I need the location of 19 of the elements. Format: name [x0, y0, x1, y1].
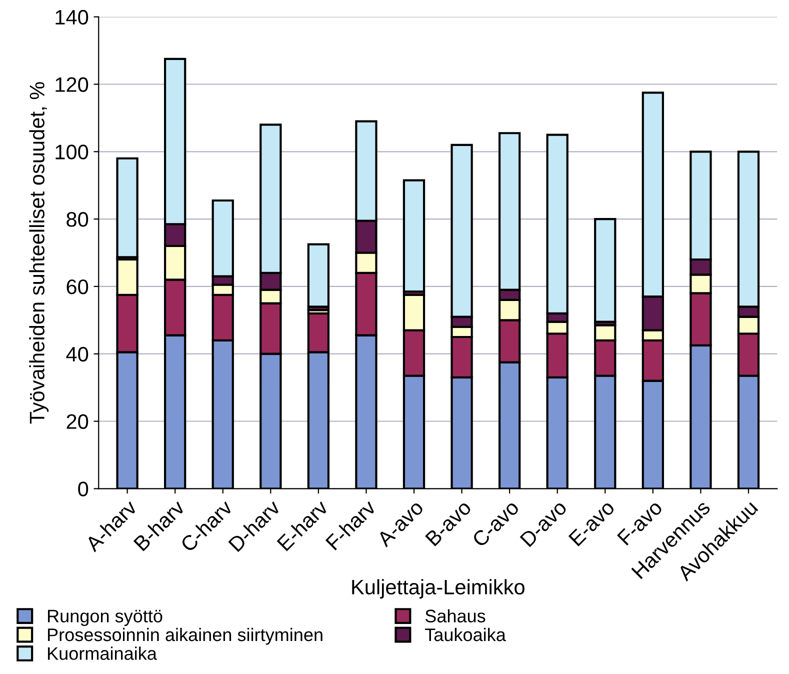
- legend-label: Rungon syöttö: [48, 610, 162, 626]
- y-tick-label: 140: [56, 10, 88, 25]
- y-tick-label: 40: [66, 346, 88, 362]
- bar: [594, 218, 616, 323]
- y-tick-label: 100: [56, 144, 88, 160]
- y-tick-label: 20: [66, 414, 88, 430]
- bar: [402, 179, 426, 293]
- y-tick-label: 60: [66, 279, 88, 294]
- legend-label: Taukoaika: [425, 628, 506, 642]
- legend-label: Sahaus: [425, 609, 486, 622]
- y-tick-label: 80: [66, 212, 88, 227]
- bar: [307, 243, 330, 308]
- x-axis-title: Kuljettaja-Leimikko: [352, 579, 524, 599]
- legend-label: Prosessoinnin aikainen siirtyminen: [48, 628, 322, 645]
- legend-label: Kuormainaika: [48, 646, 157, 660]
- y-tick-label: 0: [78, 482, 88, 496]
- y-tick-label: 120: [56, 77, 88, 92]
- bar: [116, 157, 138, 258]
- y-axis-title: Työvaiheiden suhteelliset osuudet, %: [29, 82, 49, 424]
